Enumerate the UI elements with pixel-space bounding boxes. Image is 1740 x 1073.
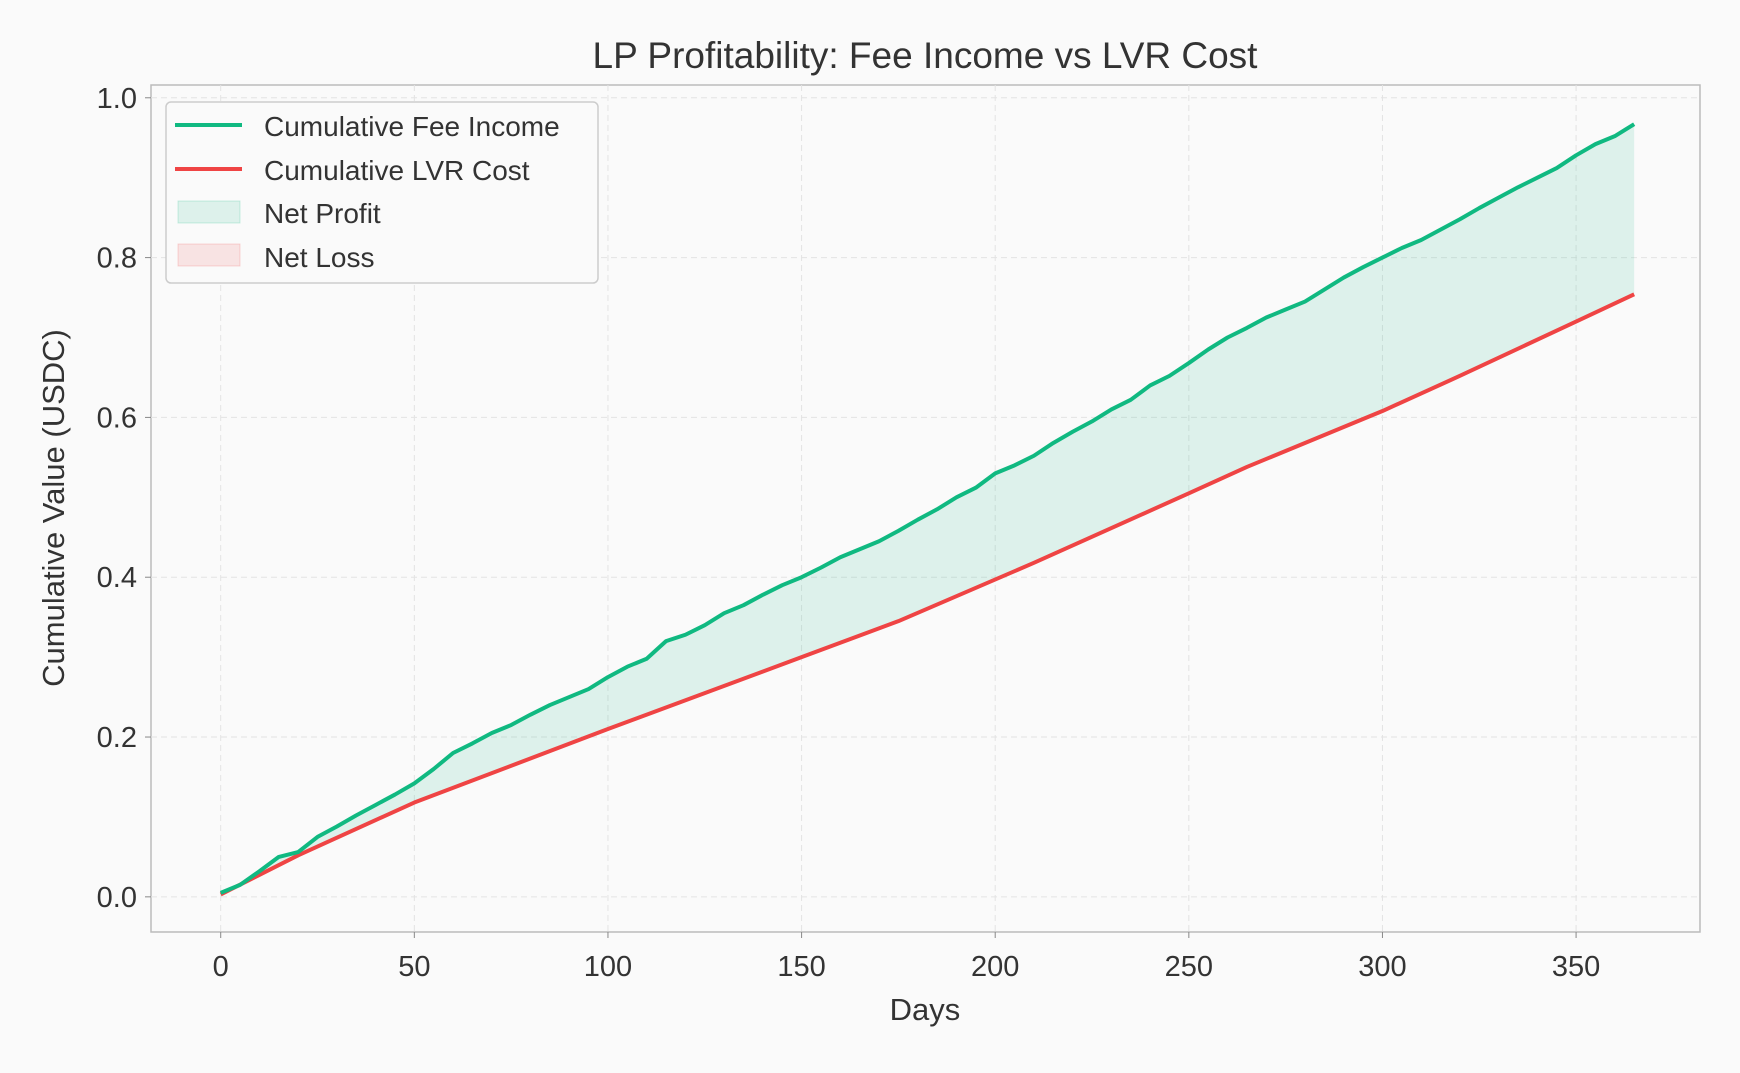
x-axis: 0 50 100 150 200 250 300 350 — [213, 932, 1600, 983]
y-axis: 0.0 0.2 0.4 0.6 0.8 1.0 — [97, 83, 151, 914]
chart-title: LP Profitability: Fee Income vs LVR Cost — [593, 35, 1259, 76]
legend-label-fee: Cumulative Fee Income — [264, 111, 560, 142]
y-tick-label: 0.2 — [97, 722, 137, 754]
x-tick-label: 100 — [584, 951, 632, 983]
x-tick-label: 0 — [213, 951, 229, 983]
x-tick-label: 150 — [777, 951, 825, 983]
lvr-cost-line — [219, 292, 1636, 897]
y-tick-label: 0.8 — [97, 243, 137, 275]
x-tick-label: 50 — [398, 951, 430, 983]
y-tick-label: 0.4 — [97, 562, 137, 594]
legend-label-loss: Net Loss — [264, 242, 375, 273]
x-axis-label: Days — [890, 992, 961, 1027]
x-tick-label: 200 — [971, 951, 1019, 983]
y-axis-label: Cumulative Value (USDC) — [36, 329, 71, 687]
net-profit-area — [220, 124, 1635, 895]
legend-label-profit: Net Profit — [264, 198, 381, 229]
y-tick-label: 0.6 — [97, 402, 137, 434]
legend-swatch-profit — [177, 200, 241, 224]
legend-swatch-loss — [177, 243, 241, 267]
fee-income-line — [219, 122, 1636, 895]
legend: Cumulative Fee Income Cumulative LVR Cos… — [165, 101, 599, 284]
series-lines — [219, 122, 1636, 897]
x-tick-label: 300 — [1358, 951, 1406, 983]
legend-label-lvr: Cumulative LVR Cost — [264, 155, 530, 186]
y-tick-label: 1.0 — [97, 83, 137, 115]
x-tick-label: 350 — [1552, 951, 1600, 983]
y-tick-label: 0.0 — [97, 882, 137, 914]
legend-box — [165, 101, 599, 284]
x-tick-label: 250 — [1165, 951, 1213, 983]
fill-area — [220, 124, 1635, 895]
grid — [151, 85, 1700, 932]
